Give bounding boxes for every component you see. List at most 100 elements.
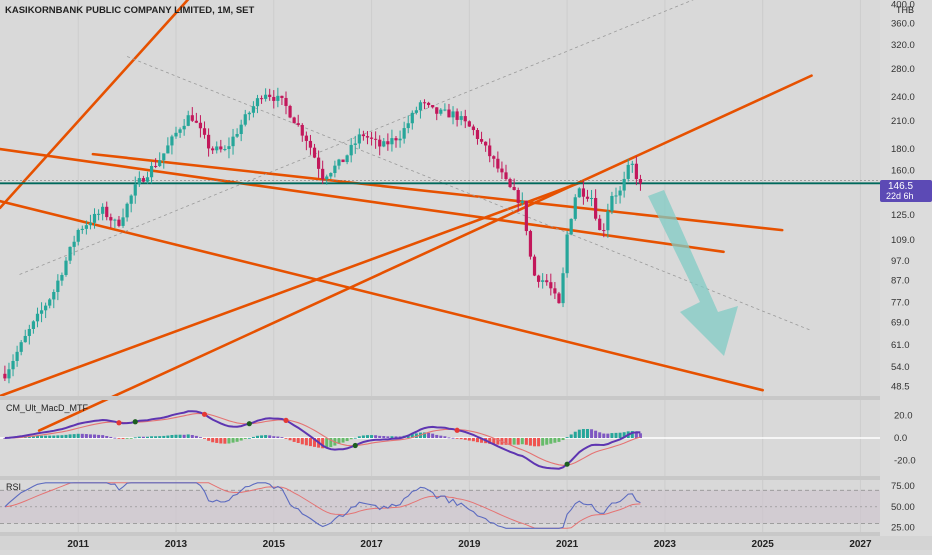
macd-histogram-bar <box>166 435 170 438</box>
macd-histogram-bar <box>133 437 137 439</box>
candle-body <box>80 228 84 230</box>
candle-body <box>386 141 390 145</box>
macd-histogram-bar <box>337 438 341 444</box>
candle-body <box>463 116 467 122</box>
macd-histogram-bar <box>247 437 251 439</box>
candle-body <box>154 165 158 167</box>
time-tick-label: 2011 <box>67 539 89 550</box>
candle-body <box>174 132 178 137</box>
forecast-arrow-shape <box>648 190 738 356</box>
candle-body <box>255 98 260 107</box>
macd-histogram-bar <box>541 438 545 446</box>
macd-histogram-bar <box>300 438 304 445</box>
macd-histogram-bar <box>60 435 64 438</box>
candle-body <box>614 195 618 197</box>
macd-crossover-dot <box>246 421 252 427</box>
time-tick-label: 2023 <box>654 539 677 550</box>
macd-histogram-bar <box>292 438 296 442</box>
macd-histogram-bar <box>537 438 541 447</box>
candle-body <box>467 121 471 127</box>
candle-body <box>60 274 64 281</box>
macd-histogram-bar <box>260 435 264 438</box>
macd-tick-label: 20.0 <box>894 411 913 422</box>
macd-histogram-bar <box>325 438 329 448</box>
candle-body <box>92 213 97 223</box>
price-tick-label: 48.5 <box>891 381 910 392</box>
candle-body <box>235 134 239 137</box>
macd-indicator-label[interactable]: CM_Ult_MacD_MTF <box>6 403 89 413</box>
price-tick-label: 97.0 <box>891 256 910 267</box>
candle-body <box>492 156 496 159</box>
macd-histogram-bar <box>553 438 557 443</box>
price-tick-label: 320.0 <box>891 40 915 51</box>
candle-body <box>27 328 31 336</box>
candle-body <box>634 163 638 180</box>
candle-body <box>557 293 561 304</box>
macd-histogram-bar <box>121 438 125 439</box>
symbol-title[interactable]: KASIKORNBANK PUBLIC COMPANY LIMITED, 1M,… <box>5 5 254 16</box>
macd-histogram-bar <box>35 435 39 438</box>
candle-body <box>337 159 341 166</box>
macd-histogram-bar <box>93 434 97 438</box>
macd-histogram-bar <box>105 435 109 438</box>
macd-histogram-bar <box>227 438 231 444</box>
candle-body <box>304 135 308 141</box>
candle-body <box>345 155 349 163</box>
candle-body <box>496 158 500 169</box>
candle-body <box>88 222 93 226</box>
candle-body <box>96 213 101 215</box>
macd-histogram-bar <box>618 432 622 438</box>
candle-body <box>443 109 447 111</box>
macd-axis-ticks: 20.0 0.0 -20.0 <box>894 411 916 467</box>
macd-histogram-bar <box>374 435 378 438</box>
candle-body <box>215 146 219 151</box>
macd-histogram-bar <box>264 435 268 438</box>
candle-body <box>316 157 321 169</box>
candle-body <box>622 178 626 191</box>
rsi-tick-label: 75.00 <box>891 481 915 492</box>
candle-body <box>211 148 215 151</box>
macd-histogram-bar <box>638 433 642 438</box>
candle-body <box>105 206 109 218</box>
candle-body <box>602 230 606 232</box>
price-badge-value: 146.5 <box>888 181 913 192</box>
candle-body <box>11 360 15 370</box>
candle-body <box>31 321 36 329</box>
macd-histogram-bar <box>345 438 349 442</box>
price-tick-label: 69.0 <box>891 318 910 329</box>
candle-body <box>479 138 484 142</box>
candle-body <box>390 138 394 145</box>
candle-body <box>630 163 634 165</box>
candle-body <box>410 112 414 124</box>
macd-histogram-bar <box>141 436 145 438</box>
macd-line <box>4 410 641 470</box>
macd-histogram-bar <box>158 436 162 438</box>
candle-body <box>508 179 512 187</box>
macd-histogram-bar <box>533 438 537 447</box>
dashed-guide <box>19 0 694 275</box>
candle-body <box>39 310 44 314</box>
candle-body <box>451 111 455 118</box>
macd-histogram-bar <box>492 438 496 445</box>
rsi-indicator-label[interactable]: RSI <box>6 482 21 492</box>
candle-body <box>178 129 182 133</box>
macd-histogram-bar <box>577 429 581 438</box>
price-axis[interactable] <box>880 0 932 536</box>
candle-body <box>194 120 198 123</box>
candle-body <box>186 115 190 126</box>
candle-body <box>610 195 614 212</box>
candle-body <box>402 128 406 139</box>
macd-histogram-bar <box>590 429 594 438</box>
macd-histogram-bar <box>235 438 239 442</box>
candle-body <box>113 219 117 221</box>
time-tick-label: 2019 <box>458 539 481 550</box>
candle-body <box>594 198 598 219</box>
time-axis[interactable] <box>0 536 932 550</box>
macd-histogram-bar <box>231 438 235 443</box>
macd-histogram-bar <box>561 438 565 441</box>
candle-body <box>349 144 353 156</box>
macd-histogram-bar <box>101 435 105 438</box>
macd-histogram-bar <box>268 435 272 438</box>
candle-body <box>35 313 40 322</box>
